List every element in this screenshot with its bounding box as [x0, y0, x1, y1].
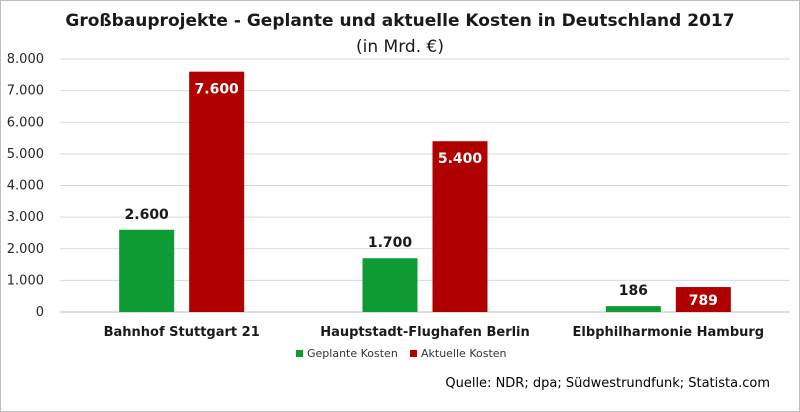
legend: Geplante Kosten Aktuelle Kosten — [296, 347, 507, 360]
y-tick-label: 4.000 — [7, 179, 44, 194]
y-tick-label: 1.000 — [7, 273, 44, 288]
data-labels: 2.600 7.600 1.700 5.400 186 789 — [125, 82, 718, 309]
data-label: 7.600 — [195, 82, 240, 98]
bar-actual — [432, 141, 488, 312]
data-label: 5.400 — [438, 151, 483, 167]
data-label: 2.600 — [125, 207, 170, 223]
bar-actual — [675, 287, 731, 312]
bar-actual — [189, 71, 245, 313]
legend-label: Aktuelle Kosten — [421, 347, 507, 360]
source-note: Quelle: NDR; dpa; Südwestrundfunk; Stati… — [445, 376, 770, 391]
data-label: 789 — [689, 293, 718, 309]
y-tick-label: 3.000 — [7, 210, 44, 225]
y-tick-label: 8.000 — [7, 52, 44, 67]
y-tick-label: 6.000 — [7, 115, 44, 130]
data-label: 186 — [619, 283, 648, 299]
chart-title-main: Großbauprojekte - Geplante und aktuelle … — [65, 11, 735, 31]
bar-planned — [605, 306, 661, 312]
gridlines — [60, 58, 790, 313]
x-category-label: Elbphilharmonie Hamburg — [573, 325, 765, 340]
legend-swatch — [410, 350, 417, 357]
chart-title: Großbauprojekte - Geplante und aktuelle … — [60, 8, 740, 60]
y-tick-label: 5.000 — [7, 147, 44, 162]
chart-title-unit: (in Mrd. €) — [356, 37, 444, 57]
x-category-label: Hauptstadt-Flughafen Berlin — [320, 325, 530, 340]
legend-label: Geplante Kosten — [307, 347, 398, 360]
y-tick-label: 2.000 — [7, 242, 44, 257]
x-category-label: Bahnhof Stuttgart 21 — [104, 325, 260, 340]
bar-planned — [119, 229, 175, 312]
y-tick-label: 0 — [36, 305, 44, 320]
x-axis-categories: Bahnhof Stuttgart 21 Hauptstadt-Flughafen… — [104, 325, 765, 340]
bar-planned — [362, 258, 418, 312]
legend-swatch — [296, 350, 303, 357]
y-axis-ticks: 0 1.000 2.000 3.000 4.000 5.000 6.000 7.000 8.00… — [7, 52, 44, 320]
data-label: 1.700 — [368, 235, 413, 251]
bars — [119, 71, 731, 313]
y-tick-label: 7.000 — [7, 84, 44, 99]
